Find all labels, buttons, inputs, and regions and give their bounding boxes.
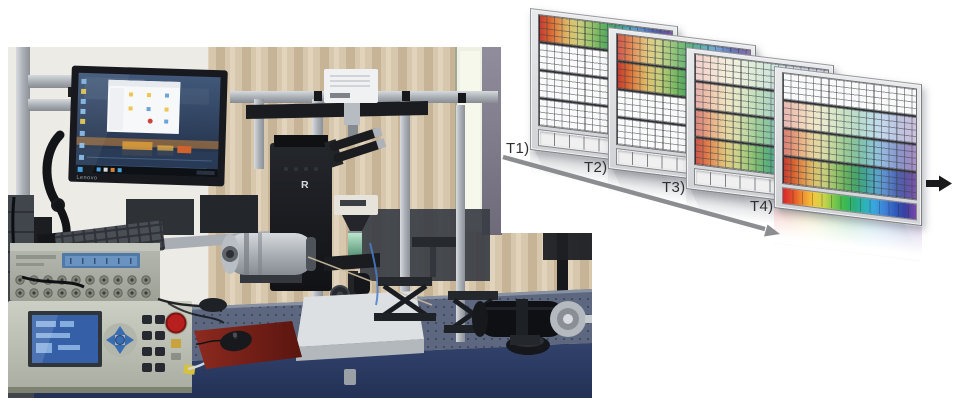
time-label-t3: T3): [662, 179, 686, 196]
monitor: Lenovo: [68, 65, 228, 187]
time-label-t2: T2): [584, 159, 608, 176]
output-arrow-icon: [926, 175, 952, 192]
black-cylinder-optic: [472, 299, 600, 355]
bnc-connectors: [15, 275, 151, 298]
time-label-t1: T1): [506, 140, 530, 157]
camera-box: [324, 69, 378, 143]
cylinder-module: [221, 233, 433, 306]
eyepieces: [324, 126, 387, 168]
emergency-stop-button: [165, 312, 187, 334]
mouse: [195, 330, 252, 352]
desktop-icons: [78, 78, 87, 161]
orange-popup: [177, 145, 192, 154]
monitor-brand-logo: Lenovo: [76, 175, 97, 182]
stage: [324, 253, 380, 271]
blue-cable: [369, 242, 379, 306]
mounting-plate: [246, 101, 428, 119]
arrow-keypad: [103, 323, 137, 357]
panel-t4: [774, 66, 922, 227]
objective: [348, 233, 362, 255]
pulse-generator: [10, 243, 160, 301]
taskbar: [75, 164, 218, 178]
microscope-logo: R: [301, 179, 309, 191]
cable-coil: [199, 298, 227, 312]
pixel-grid-t4: [782, 71, 917, 201]
source-meter: [8, 301, 227, 393]
explorer-window: [106, 79, 181, 134]
microscope-base: [296, 291, 424, 347]
fiber: [307, 256, 433, 306]
button-grid: [142, 315, 165, 372]
lab-photo: Lenovo R: [8, 47, 600, 398]
time-label-t4: T4): [750, 198, 774, 215]
table-part: [344, 369, 356, 385]
